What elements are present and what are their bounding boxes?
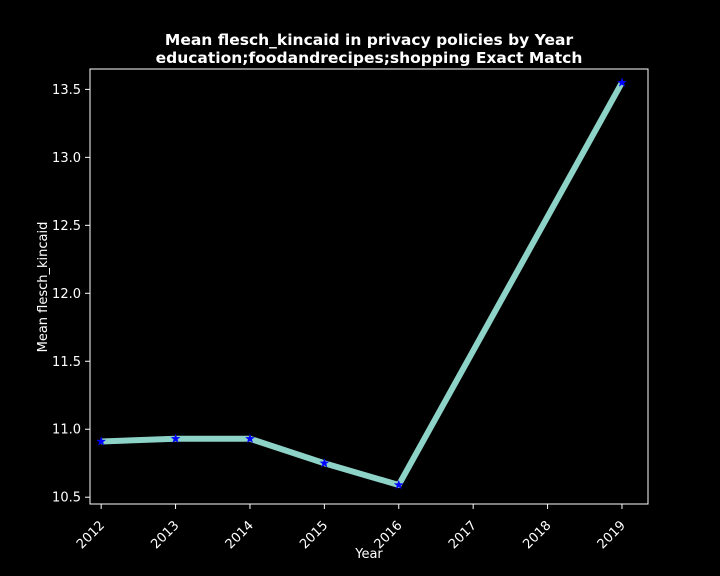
- chart-title: Mean flesch_kincaid in privacy policies …: [165, 31, 574, 49]
- data-point-marker: [617, 77, 627, 87]
- y-tick-label: 11.0: [52, 423, 81, 438]
- y-tick-label: 10.5: [52, 491, 81, 506]
- series-layer: [96, 77, 627, 490]
- series-line: [101, 81, 625, 488]
- plot-area-frame: [89, 68, 649, 505]
- y-axis-label: Mean flesch_kincaid: [36, 222, 51, 353]
- chart-subtitle: education;foodandrecipes;shopping Exact …: [156, 49, 583, 67]
- y-tick-label: 12.0: [52, 287, 81, 302]
- y-tick-label: 13.0: [52, 151, 81, 166]
- y-tick-label: 11.5: [52, 355, 81, 370]
- y-tick-label: 13.5: [52, 83, 81, 98]
- data-point-marker: [96, 436, 107, 446]
- y-axis: 10.5 11.0 11.5 12.0 12.5 13.0 13.5: [52, 83, 90, 506]
- data-point-marker: [170, 433, 181, 443]
- x-axis-label: Year: [354, 547, 383, 562]
- data-point-marker: [393, 479, 404, 490]
- data-point-marker: [319, 458, 330, 468]
- data-point-marker: [245, 433, 255, 443]
- y-tick-label: 12.5: [52, 219, 81, 234]
